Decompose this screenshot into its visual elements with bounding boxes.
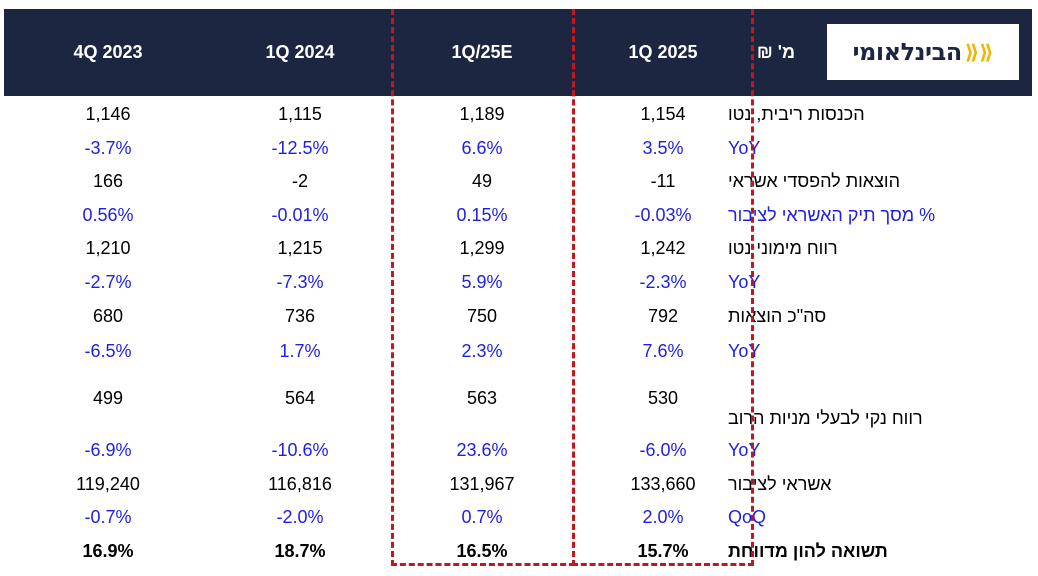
row-label: סה"כ הוצאות: [728, 305, 827, 326]
table-cell: 119,240: [76, 473, 140, 494]
table-cell: 1,189: [459, 103, 505, 124]
logo-text: הבינלאומי: [852, 38, 962, 66]
table-cell: 1,299: [459, 238, 505, 258]
column-header-1q-25e: 1Q/25E: [451, 42, 513, 62]
table-row: % מסך תיק האשראי לציבור -0.03% 0.15% -0.01%…: [0, 198, 1038, 232]
row-label: % מסך תיק האשראי לציבור: [728, 204, 936, 225]
row-label: YoY: [728, 137, 761, 158]
row-label: רווח מימוני נטו: [728, 238, 838, 258]
unit-label: מ' ₪: [756, 42, 796, 62]
column-header-1q-2025: 1Q 2025: [628, 42, 698, 62]
table-cell: -2.3%: [639, 271, 687, 292]
logo-mark-icon: ⟫⟫: [964, 41, 994, 64]
table-cell: 499: [92, 388, 124, 408]
row-label: YoY: [728, 439, 761, 460]
row-label: אשראי לציבור: [728, 473, 832, 494]
bank-logo: הבינלאומי ⟫⟫: [827, 24, 1019, 80]
table-cell: 2.0%: [642, 507, 684, 527]
table-cell: 6.6%: [461, 137, 503, 158]
table-row: תשואה להון מדווחת 15.7% 16.5% 18.7% 16.9%: [0, 534, 1038, 568]
table-row: YoY 7.6% 2.3% 1.7% -6.5%: [0, 333, 1038, 370]
table-cell: 7.6%: [642, 341, 684, 361]
row-label: QoQ: [728, 507, 767, 527]
table-row: רווח מימוני נטו 1,242 1,299 1,215 1,210: [0, 232, 1038, 265]
row-label: רווח נקי לבעלי מניות הרוב: [728, 408, 923, 428]
table-row: הכנסות ריבית, נטו 1,154 1,189 1,115 1,146: [0, 97, 1038, 131]
table-cell: 530: [647, 388, 679, 408]
table-cell: 564: [284, 388, 316, 408]
table-cell: -2.7%: [84, 271, 132, 292]
table-cell: 16.9%: [82, 540, 134, 561]
table-cell: 1,146: [85, 103, 131, 124]
table-cell: 49: [471, 171, 493, 191]
table-cell: 0.56%: [82, 204, 134, 225]
table-row: YoY 3.5% 6.6% -12.5% -3.7%: [0, 131, 1038, 165]
column-header-4q-2023: 4Q 2023: [73, 42, 143, 62]
row-label: YoY: [728, 271, 761, 292]
table-cell: 18.7%: [274, 540, 326, 561]
table-cell: 736: [284, 305, 316, 326]
table-cell: 1,115: [278, 103, 322, 124]
table-cell: 5.9%: [461, 271, 503, 292]
row-label: YoY: [728, 341, 761, 361]
table-cell: 1,242: [640, 238, 686, 258]
table-cell: -0.03%: [634, 204, 692, 225]
table-cell: 23.6%: [456, 439, 508, 460]
table-cell: 1,210: [85, 238, 131, 258]
table-cell: 680: [92, 305, 124, 326]
table-cell: 131,967: [449, 473, 515, 494]
row-label: תשואה להון מדווחת: [728, 540, 888, 561]
table-cell: 1,215: [277, 238, 323, 258]
table-cell: 133,660: [630, 473, 696, 494]
table-cell: 563: [466, 388, 498, 408]
table-cell: -11: [650, 171, 676, 191]
column-header-1q-2024: 1Q 2024: [265, 42, 335, 62]
table-row: YoY -6.0% 23.6% -10.6% -6.9%: [0, 433, 1038, 467]
table-row: אשראי לציבור 133,660 131,967 116,816 119,240: [0, 467, 1038, 501]
table-cell: 2.3%: [461, 341, 503, 361]
table-cell: -2.0%: [276, 507, 324, 527]
table-row: QoQ 2.0% 0.7% -2.0% -0.7%: [0, 501, 1038, 534]
table-cell: -12.5%: [271, 137, 329, 158]
table-cell: 15.7%: [637, 540, 689, 561]
table-cell: 1.7%: [279, 341, 321, 361]
table-cell: -6.5%: [84, 341, 132, 361]
table-cell: 16.5%: [456, 540, 508, 561]
table-row: סה"כ הוצאות 792 750 736 680: [0, 299, 1038, 333]
row-label: הכנסות ריבית, נטו: [728, 103, 865, 124]
table-cell: 3.5%: [642, 137, 684, 158]
table-cell: -2: [291, 171, 308, 191]
table-cell: 0.15%: [456, 204, 508, 225]
table-cell: -7.3%: [276, 271, 324, 292]
table-cell: -10.6%: [271, 439, 329, 460]
table-cell: -6.0%: [639, 439, 687, 460]
table-cell: -0.7%: [84, 507, 132, 527]
table-cell: 166: [92, 171, 124, 191]
table-row: הוצאות להפסדי אשראי -11 49 -2 166: [0, 165, 1038, 198]
table-cell: -0.01%: [271, 204, 329, 225]
table-row: YoY -2.3% 5.9% -7.3% -2.7%: [0, 265, 1038, 299]
table-cell: 750: [466, 305, 498, 326]
row-label: הוצאות להפסדי אשראי: [728, 171, 901, 191]
table-cell: -3.7%: [84, 137, 132, 158]
table-cell: 116,816: [268, 473, 332, 494]
table-cell: 792: [647, 305, 679, 326]
table-cell: 0.7%: [461, 507, 503, 527]
table-cell: -6.9%: [84, 439, 132, 460]
table-row: רווח נקי לבעלי מניות הרוב 530 563 564 499: [0, 370, 1038, 433]
table-cell: 1,154: [640, 103, 686, 124]
